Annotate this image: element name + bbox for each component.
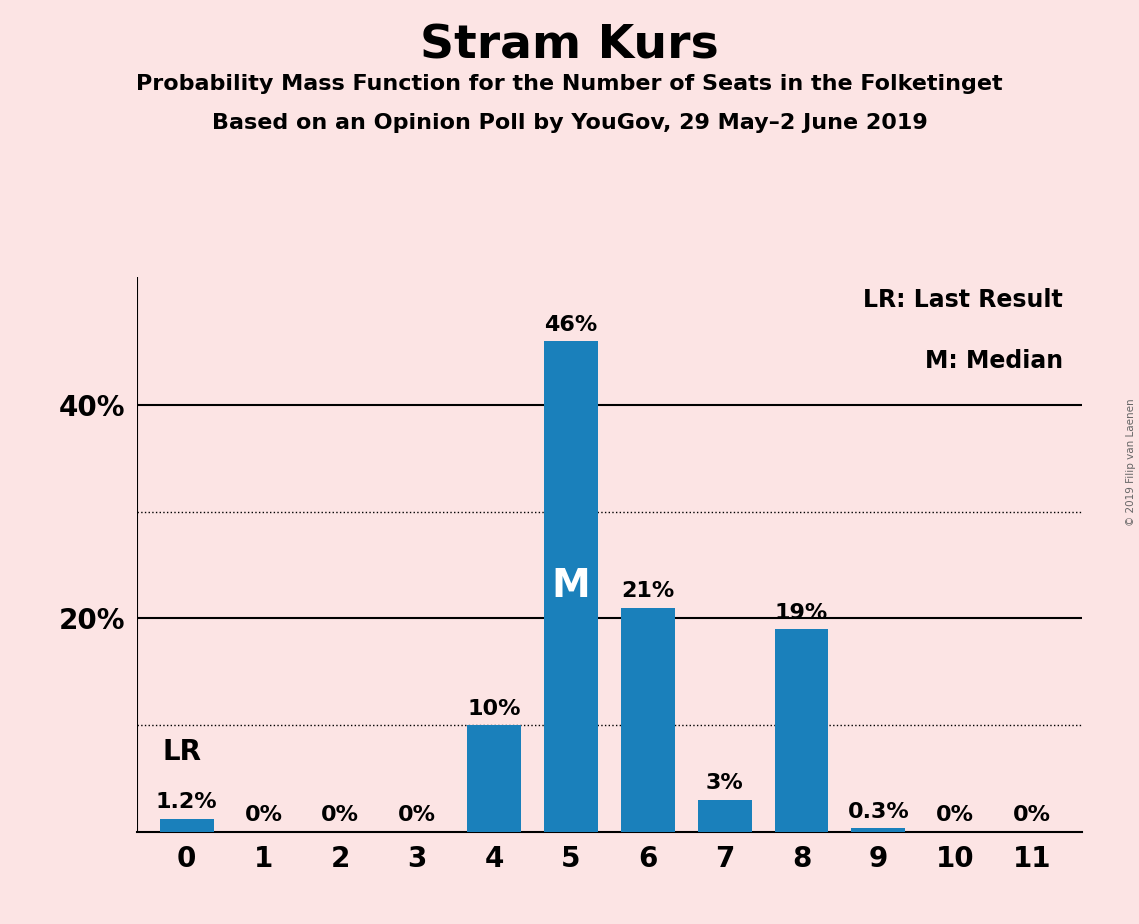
Text: 0%: 0% xyxy=(245,805,282,825)
Bar xyxy=(621,608,674,832)
Text: 0%: 0% xyxy=(321,805,360,825)
Text: 0%: 0% xyxy=(1013,805,1051,825)
Bar xyxy=(544,341,598,832)
Text: 19%: 19% xyxy=(775,602,828,623)
Text: Probability Mass Function for the Number of Seats in the Folketinget: Probability Mass Function for the Number… xyxy=(137,74,1002,94)
Bar xyxy=(467,725,521,832)
Text: 46%: 46% xyxy=(544,315,598,334)
Text: M: M xyxy=(551,567,590,605)
Text: 0%: 0% xyxy=(936,805,974,825)
Text: M: Median: M: Median xyxy=(925,349,1063,373)
Text: LR: LR xyxy=(162,737,202,766)
Text: 3%: 3% xyxy=(706,773,744,793)
Text: Based on an Opinion Poll by YouGov, 29 May–2 June 2019: Based on an Opinion Poll by YouGov, 29 M… xyxy=(212,113,927,133)
Bar xyxy=(775,629,828,832)
Bar xyxy=(698,799,752,832)
Bar xyxy=(852,829,906,832)
Text: © 2019 Filip van Laenen: © 2019 Filip van Laenen xyxy=(1125,398,1136,526)
Text: 0%: 0% xyxy=(399,805,436,825)
Text: Stram Kurs: Stram Kurs xyxy=(420,23,719,68)
Text: LR: Last Result: LR: Last Result xyxy=(863,288,1063,312)
Text: 0.3%: 0.3% xyxy=(847,802,909,822)
Text: 1.2%: 1.2% xyxy=(156,793,218,812)
Text: 10%: 10% xyxy=(467,699,521,719)
Bar xyxy=(159,819,213,832)
Text: 21%: 21% xyxy=(621,581,674,602)
